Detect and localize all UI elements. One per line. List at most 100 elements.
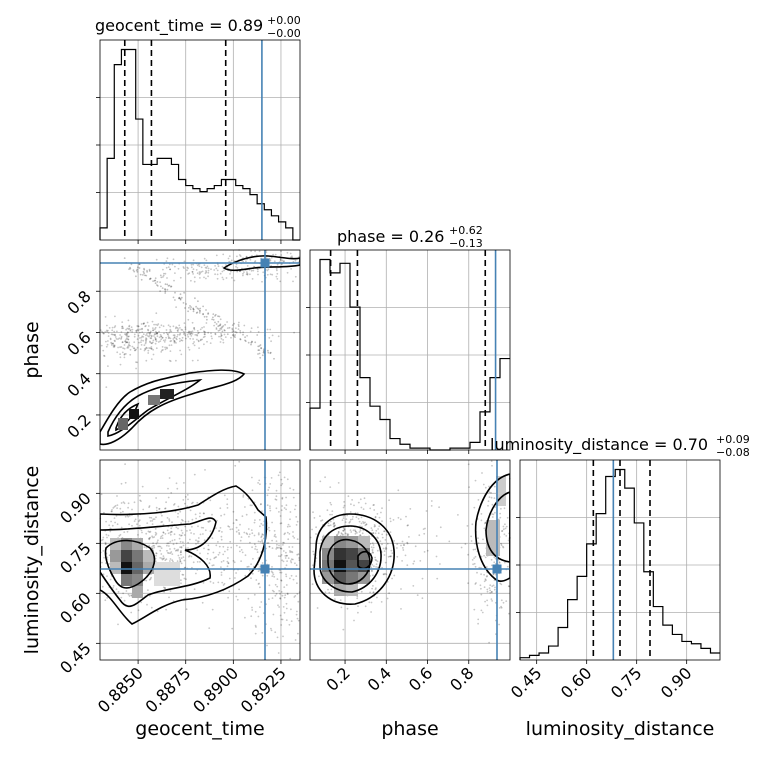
sample-point — [144, 274, 146, 277]
histogram-step — [519, 468, 720, 660]
sample-point — [110, 341, 112, 344]
sample-point — [381, 520, 383, 522]
sample-point — [269, 507, 271, 509]
sample-point — [164, 507, 167, 510]
sample-point — [273, 530, 276, 532]
sample-point — [208, 520, 211, 522]
sample-point — [357, 517, 360, 520]
sample-point — [364, 524, 367, 527]
sample-point — [180, 582, 182, 585]
sample-point — [211, 537, 214, 539]
sample-point — [204, 529, 207, 532]
sample-point — [390, 549, 393, 552]
sample-point — [382, 547, 385, 550]
sample-point — [206, 265, 209, 268]
sample-point — [377, 532, 380, 535]
sample-point — [343, 504, 346, 507]
sample-point — [291, 551, 294, 554]
sample-point — [189, 308, 192, 311]
sample-point — [168, 336, 171, 339]
sample-point — [392, 519, 395, 521]
sample-point — [204, 272, 207, 275]
sample-point — [271, 575, 274, 577]
sample-point — [274, 498, 277, 501]
sample-point — [342, 517, 345, 519]
sample-point — [143, 546, 146, 549]
sample-point — [125, 328, 127, 331]
sample-point — [491, 585, 494, 588]
sample-point — [179, 340, 181, 343]
sample-point — [494, 586, 496, 589]
sample-point — [491, 513, 493, 515]
sample-point — [290, 574, 293, 577]
sample-point — [507, 539, 510, 542]
sample-point — [161, 346, 164, 348]
contour-right-middle — [485, 491, 510, 563]
sample-point — [275, 495, 278, 498]
sample-point — [166, 552, 169, 554]
sample-point — [505, 535, 508, 537]
sample-point — [261, 574, 264, 577]
sample-point — [179, 298, 182, 301]
sample-point — [187, 318, 190, 321]
geocent-time-histogram-panel — [96, 40, 300, 241]
sample-point — [231, 328, 234, 331]
sample-point — [148, 506, 151, 509]
sample-point — [285, 551, 287, 554]
sample-point — [270, 340, 272, 343]
sample-point — [189, 333, 192, 336]
sample-point — [239, 255, 242, 257]
sample-point — [389, 517, 392, 520]
sample-point — [191, 321, 194, 324]
sample-point — [223, 329, 226, 332]
sample-point — [156, 281, 159, 283]
sample-point — [269, 328, 272, 331]
sample-point — [122, 347, 124, 350]
sample-point — [151, 523, 154, 525]
sample-point — [198, 347, 201, 349]
sample-point — [146, 347, 148, 350]
sample-point — [406, 541, 409, 544]
sample-point — [286, 554, 288, 557]
sample-point — [193, 588, 196, 591]
sample-point — [228, 326, 231, 329]
sample-point — [344, 521, 347, 523]
x-tick-label: 0.8 — [446, 663, 477, 694]
sample-point — [369, 507, 372, 510]
sample-point — [250, 327, 253, 330]
sample-point — [386, 597, 389, 600]
sample-point — [222, 553, 225, 556]
sample-point — [438, 506, 440, 509]
sample-point — [315, 526, 317, 529]
sample-point — [149, 578, 152, 580]
sample-point — [176, 333, 179, 336]
y-tick-label: 0.8 — [63, 287, 94, 318]
phase-histogram-panel — [306, 250, 510, 451]
sample-point — [262, 351, 265, 354]
sample-point — [170, 330, 173, 333]
sample-point — [159, 290, 162, 292]
sample-point — [471, 559, 474, 561]
sample-point — [142, 336, 145, 338]
sample-point — [250, 563, 253, 565]
sample-point — [247, 597, 250, 600]
contour-outer — [313, 513, 395, 605]
sample-point — [196, 264, 199, 267]
sample-point — [195, 305, 198, 308]
sample-point — [167, 496, 170, 499]
sample-point — [197, 308, 200, 310]
sample-point — [228, 260, 231, 263]
sample-point — [200, 271, 203, 273]
sample-point — [218, 324, 221, 327]
sample-point — [147, 352, 150, 354]
sample-point — [318, 575, 320, 578]
sample-point — [174, 299, 176, 301]
sample-point — [150, 358, 153, 360]
sample-point — [177, 330, 179, 332]
sample-point — [269, 273, 272, 276]
sample-point — [182, 519, 184, 522]
sample-point — [472, 563, 474, 566]
sample-point — [297, 553, 300, 556]
sample-point — [268, 337, 271, 339]
sample-point — [149, 340, 151, 343]
